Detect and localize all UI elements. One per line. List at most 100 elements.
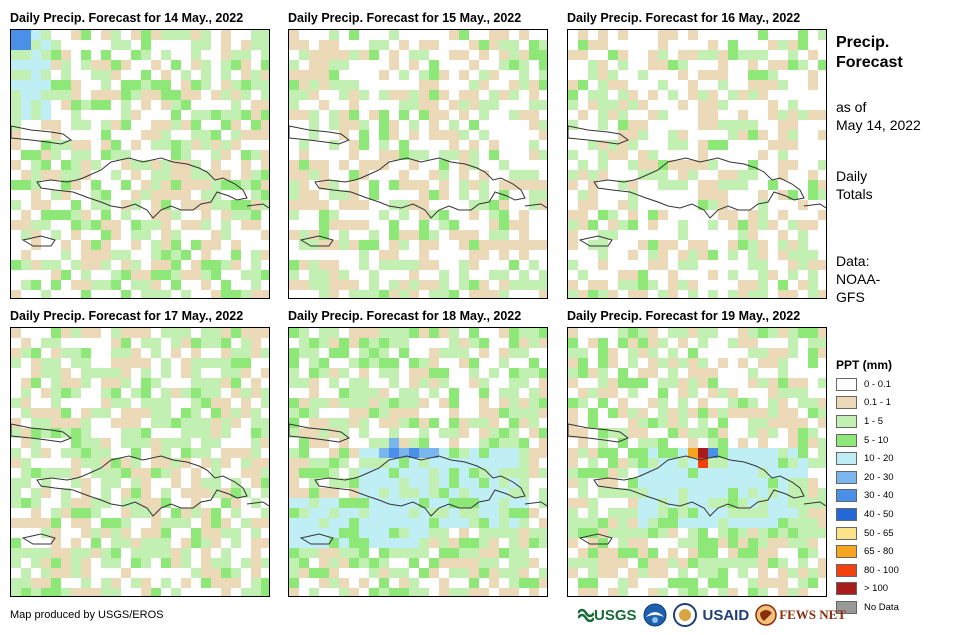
precip-cell — [261, 80, 269, 90]
precip-cell — [798, 378, 808, 388]
precip-cell — [221, 498, 231, 508]
precip-cell — [399, 220, 409, 230]
precip-cell — [479, 578, 489, 588]
precip-cell — [728, 468, 738, 478]
precip-cell — [738, 240, 748, 250]
precip-cell — [618, 90, 628, 100]
precip-cell — [598, 538, 608, 548]
precip-cell — [111, 250, 121, 260]
precip-cell — [469, 100, 479, 110]
precip-cell — [289, 170, 299, 180]
precip-cell — [111, 280, 121, 290]
precip-cell — [798, 588, 808, 596]
precip-cell — [429, 70, 439, 80]
precip-cell — [539, 328, 547, 338]
precip-cell — [389, 398, 399, 408]
precip-cell — [319, 160, 329, 170]
precip-cell — [251, 438, 261, 448]
precip-cell — [698, 438, 708, 448]
precip-cell — [221, 130, 231, 140]
precip-cell — [181, 438, 191, 448]
precip-cell — [191, 120, 201, 130]
precip-cell — [11, 170, 21, 180]
precip-cell — [211, 140, 221, 150]
precip-cell — [618, 348, 628, 358]
precip-cell — [21, 498, 31, 508]
precip-cell — [319, 458, 329, 468]
precip-cell — [171, 270, 181, 280]
precip-cell — [299, 190, 309, 200]
precip-cell — [608, 368, 618, 378]
precip-cell — [289, 448, 299, 458]
panel-title-6: Daily Precip. Forecast for 19 May., 2022 — [567, 309, 801, 323]
precip-cell — [708, 518, 718, 528]
precip-cell — [111, 388, 121, 398]
precip-cell — [91, 180, 101, 190]
precip-cell — [71, 418, 81, 428]
precip-cell — [329, 270, 339, 280]
precip-cell — [648, 478, 658, 488]
precip-cell — [439, 478, 449, 488]
precip-cell — [568, 160, 578, 170]
precip-cell — [519, 250, 529, 260]
precip-cell — [419, 30, 429, 40]
precip-cell — [708, 388, 718, 398]
precip-cell — [738, 438, 748, 448]
precip-cell — [231, 90, 241, 100]
precip-cell — [261, 478, 269, 488]
precip-cell — [439, 488, 449, 498]
precip-cell — [251, 538, 261, 548]
precip-cell — [21, 190, 31, 200]
precip-cell — [211, 190, 221, 200]
precip-cell — [509, 270, 519, 280]
precip-cell — [211, 458, 221, 468]
precip-cell — [529, 190, 539, 200]
precip-cell — [399, 290, 409, 298]
precip-cell — [578, 578, 588, 588]
precip-cell — [221, 348, 231, 358]
precip-cell — [698, 130, 708, 140]
precip-cell — [171, 170, 181, 180]
precip-cell — [668, 60, 678, 70]
precip-cell — [758, 418, 768, 428]
precip-cell — [439, 458, 449, 468]
precip-cell — [499, 150, 509, 160]
precip-cell — [449, 458, 459, 468]
precip-cell — [51, 200, 61, 210]
precip-cell — [241, 358, 251, 368]
precip-cell — [598, 110, 608, 120]
precip-cell — [221, 548, 231, 558]
precip-cell — [211, 548, 221, 558]
precip-cell — [21, 408, 31, 418]
precip-cell — [449, 538, 459, 548]
precip-cell — [151, 578, 161, 588]
precip-cell — [509, 240, 519, 250]
precip-cell — [359, 548, 369, 558]
precip-cell — [399, 60, 409, 70]
precip-cell — [539, 190, 547, 200]
precip-cell — [598, 80, 608, 90]
precip-cell — [51, 280, 61, 290]
precip-cell — [111, 568, 121, 578]
precip-cell — [499, 448, 509, 458]
precip-cell — [41, 448, 51, 458]
precip-cell — [618, 558, 628, 568]
precip-cell — [798, 358, 808, 368]
precip-cell — [678, 100, 688, 110]
precip-cell — [21, 508, 31, 518]
precip-cell — [329, 558, 339, 568]
precip-cell — [678, 518, 688, 528]
precip-cell — [698, 418, 708, 428]
precip-cell — [339, 80, 349, 90]
precip-cell — [658, 290, 668, 298]
precip-cell — [409, 558, 419, 568]
precip-cell — [349, 548, 359, 558]
precip-cell — [618, 508, 628, 518]
precip-cell — [429, 498, 439, 508]
precip-cell — [658, 388, 668, 398]
precip-cell — [758, 458, 768, 468]
precip-cell — [81, 180, 91, 190]
precip-cell — [439, 60, 449, 70]
precip-cell — [489, 80, 499, 90]
precip-cell — [688, 428, 698, 438]
